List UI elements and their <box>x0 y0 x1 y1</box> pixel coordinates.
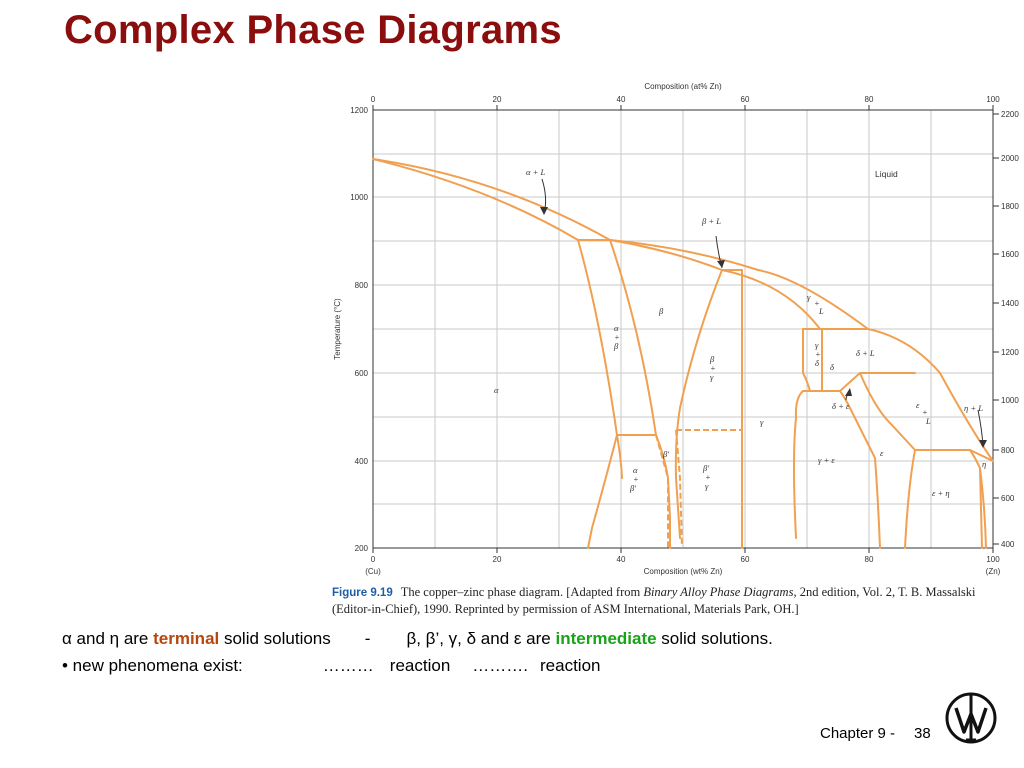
figure-number: Figure 9.19 <box>332 587 393 599</box>
label-gamma-L-2: + <box>814 298 820 308</box>
label-betap-gamma-3: γ <box>705 481 709 491</box>
caption-text-a: The copper–zinc phase diagram. [Adapted … <box>400 585 644 599</box>
right-tick: 2200 <box>1001 110 1019 119</box>
phase-diagram-svg: Composition (at% Zn) 0 20 40 60 80 100 0… <box>333 82 1019 576</box>
bottom-tick: 60 <box>741 555 750 564</box>
label-eps-L-1: ε <box>916 400 920 410</box>
label-alpha: α <box>494 385 499 395</box>
line2-dots-1: ……… <box>322 656 374 675</box>
term-terminal: terminal <box>153 629 220 648</box>
left-tick: 200 <box>355 544 369 553</box>
label-gamma: γ <box>760 417 764 427</box>
left-axis-title: Temperature (°C) <box>333 298 342 360</box>
top-tick: 40 <box>617 95 626 104</box>
label-beta-gamma-2: + <box>710 363 716 373</box>
label-liquid: Liquid <box>875 169 898 179</box>
label-alpha-beta-2: + <box>614 332 620 342</box>
right-tick: 1400 <box>1001 299 1019 308</box>
bottom-end-label-cu: (Cu) <box>365 567 381 576</box>
slide-title: Complex Phase Diagrams <box>64 8 562 52</box>
label-gamma-L-1: γ <box>807 292 811 302</box>
line1-text-b: solid solutions <box>219 629 331 648</box>
label-eps-L-2: + <box>922 407 928 417</box>
bottom-tick: 100 <box>986 555 1000 564</box>
right-tick: 800 <box>1001 446 1015 455</box>
right-tick: 600 <box>1001 494 1015 503</box>
wiley-logo-icon <box>944 688 998 748</box>
line2-text-a: • new phenomena exist: <box>62 656 243 675</box>
bottom-tick: 80 <box>865 555 874 564</box>
label-alpha-beta-3: β <box>613 341 619 351</box>
cu-zn-phase-diagram: Composition (at% Zn) 0 20 40 60 80 100 0… <box>330 78 1024 620</box>
label-delta: δ <box>830 362 835 372</box>
label-eps-L-3: L <box>925 416 931 426</box>
top-tick: 60 <box>741 95 750 104</box>
label-beta-prime: β′ <box>662 449 669 459</box>
line2-dots-2: ………. <box>472 656 529 675</box>
right-tick: 1000 <box>1001 396 1019 405</box>
line2-reaction-1: reaction <box>389 656 451 675</box>
label-delta-eps: δ + ε <box>832 401 850 411</box>
label-alpha-betap-3: β′ <box>629 483 636 493</box>
label-delta-L: δ + L <box>856 348 875 358</box>
phase-boundaries <box>372 158 994 549</box>
footer-chapter: Chapter 9 - <box>820 725 896 742</box>
label-gamma-eps: γ + ε <box>818 455 835 465</box>
right-tick: 2000 <box>1001 154 1019 163</box>
label-eps: ε <box>880 448 884 458</box>
bottom-tick: 40 <box>617 555 626 564</box>
term-intermediate: intermediate <box>555 629 657 648</box>
label-beta: β <box>658 306 664 316</box>
label-alpha-beta-1: α <box>614 323 619 333</box>
left-tick: 400 <box>355 457 369 466</box>
top-tick: 0 <box>371 95 376 104</box>
footer-page-number: 38 <box>914 725 931 742</box>
grid <box>373 110 993 548</box>
caption-book-title: Binary Alloy Phase Diagrams <box>643 585 794 599</box>
figure-caption: Figure 9.19 The copper–zinc phase diagram… <box>332 584 1024 617</box>
left-tick: 1000 <box>350 193 368 202</box>
bottom-axis-title: Composition (wt% Zn) <box>644 567 723 576</box>
top-tick: 100 <box>986 95 1000 104</box>
label-gamma-delta-2: + <box>815 349 821 359</box>
right-tick: 1200 <box>1001 348 1019 357</box>
right-tick: 1800 <box>1001 202 1019 211</box>
bottom-tick: 20 <box>493 555 502 564</box>
line2-reaction-2: reaction <box>540 656 601 675</box>
label-betap-gamma-1: β′ <box>702 463 709 473</box>
label-alpha-betap-1: α <box>633 465 638 475</box>
line1-text-d: solid solutions. <box>656 629 773 648</box>
label-gamma-delta-3: δ <box>815 358 820 368</box>
left-tick: 600 <box>355 369 369 378</box>
caption-line-2: (Editor-in-Chief), 1990. Reprinted by pe… <box>332 602 799 616</box>
label-betap-gamma-2: + <box>705 472 711 482</box>
line1-dash: - <box>364 629 371 648</box>
plot-frame <box>372 109 994 549</box>
label-beta-gamma-3: γ <box>710 372 714 382</box>
body-line-2: • new phenomena exist: ……… reaction ………. rea… <box>62 656 601 676</box>
bottom-end-label-zn: (Zn) <box>986 567 1001 576</box>
right-tick: 400 <box>1001 540 1015 549</box>
label-eta: η <box>982 459 986 469</box>
top-tick: 20 <box>493 95 502 104</box>
caption-text-b: , 2nd edition, Vol. 2, T. B. Massalski <box>793 585 976 599</box>
right-tick: 1600 <box>1001 250 1019 259</box>
label-gamma-L-3: L <box>818 306 824 316</box>
label-eta-L: η + L <box>964 403 983 413</box>
left-tick: 800 <box>355 281 369 290</box>
top-axis-title: Composition (at% Zn) <box>644 82 722 91</box>
label-alpha-L: α + L <box>526 167 545 177</box>
label-gamma-delta-1: γ <box>815 340 819 350</box>
label-eps-eta: ε + η <box>932 488 950 498</box>
line1-text-a: α and η are <box>62 629 154 648</box>
label-beta-gamma-1: β <box>709 354 715 364</box>
body-line-1: α and η are terminal solid solutions - β, … <box>62 629 773 649</box>
bottom-tick: 0 <box>371 555 376 564</box>
left-tick: 1200 <box>350 106 368 115</box>
line1-text-c: β, β’, γ, δ and ε are <box>406 629 556 648</box>
label-beta-L: β + L <box>701 216 721 226</box>
top-tick: 80 <box>865 95 874 104</box>
label-alpha-betap-2: + <box>633 474 639 484</box>
